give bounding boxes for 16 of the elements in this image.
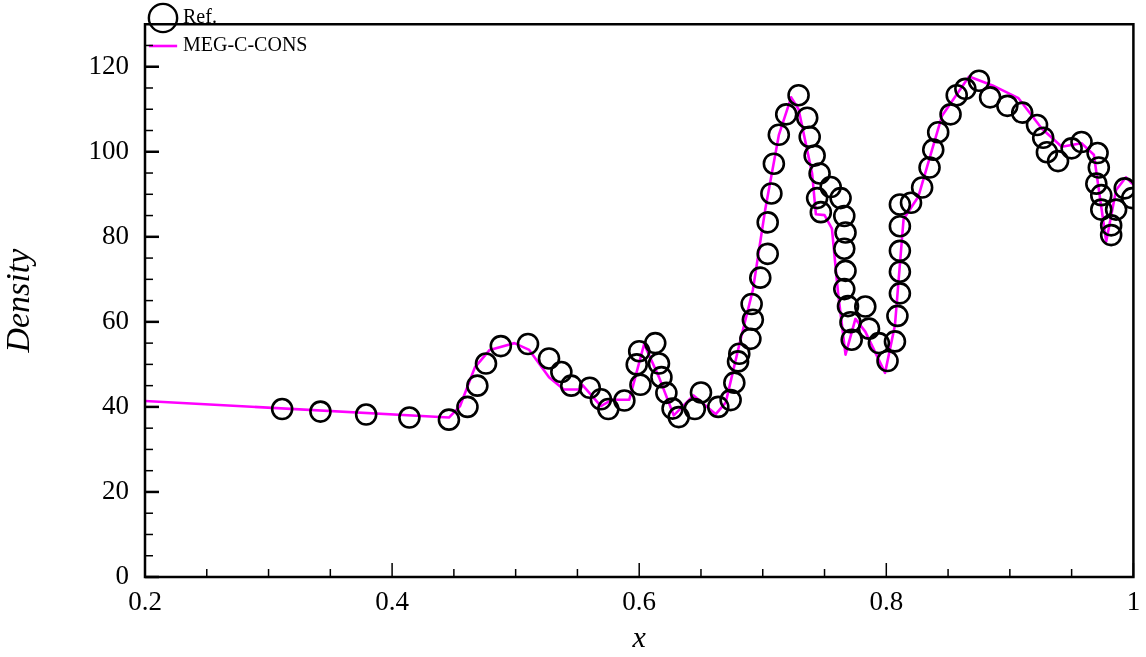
x-tick-label: 0.8 [869,586,904,617]
x-tick-label: 0.4 [375,586,410,617]
legend-label: MEG-C-CONS [183,33,308,56]
y-tick-label: 60 [102,304,129,335]
x-tick-label: 0.2 [128,586,162,617]
legend-label: Ref. [183,5,217,28]
y-tick-label: 20 [102,475,129,506]
x-tick-label: 1 [1126,586,1141,617]
y-tick-label: 0 [115,560,129,591]
y-tick-label: 40 [102,390,129,420]
y-tick-label: 100 [88,134,129,165]
y-axis-title: Density [0,247,37,354]
x-axis-title: x [631,619,647,653]
y-tick-label: 120 [88,49,129,80]
y-tick-label: 80 [102,219,129,250]
x-tick-label: 0.6 [622,586,657,617]
